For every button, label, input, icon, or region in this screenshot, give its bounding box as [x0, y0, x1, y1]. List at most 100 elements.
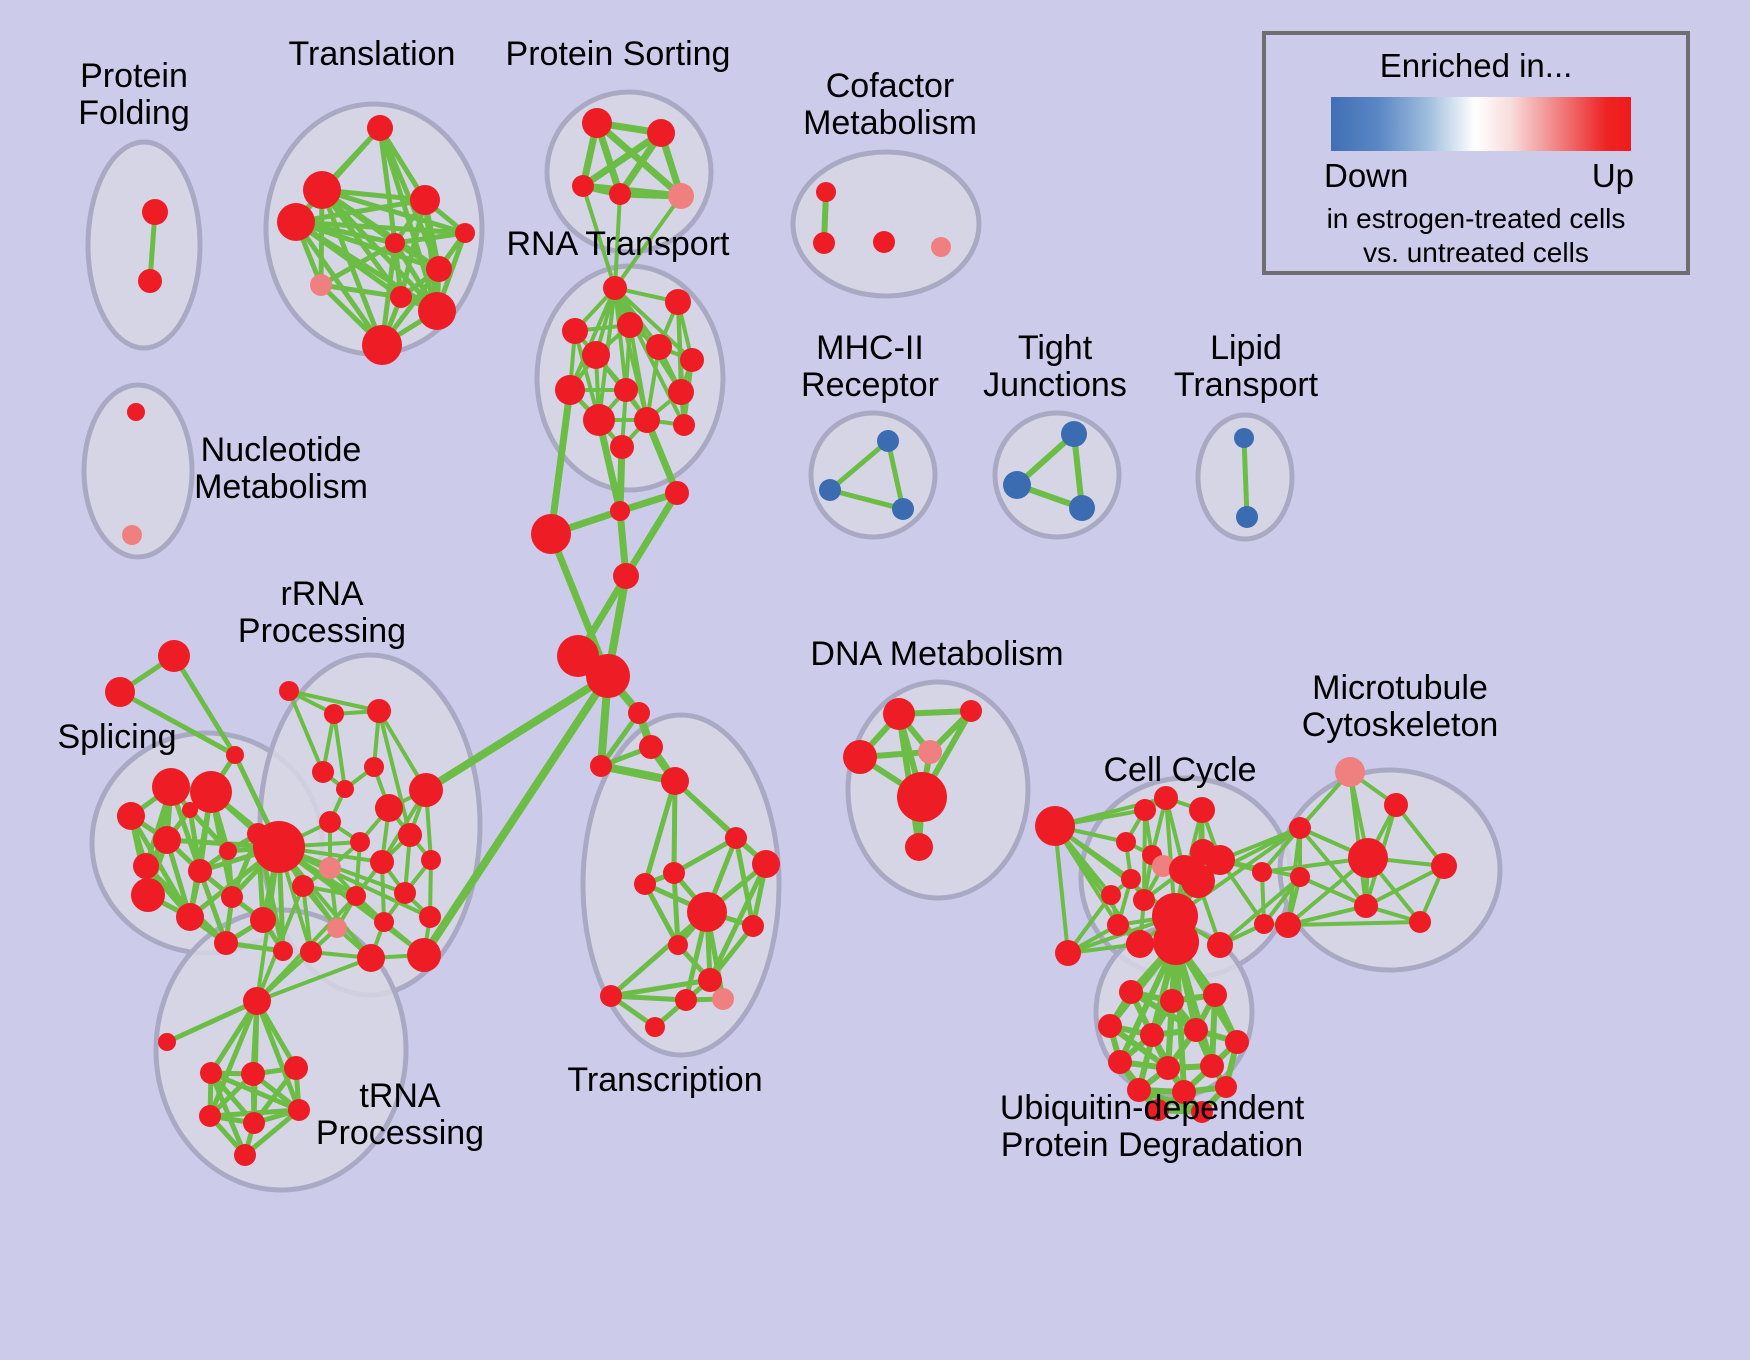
- network-node[interactable]: [742, 915, 764, 937]
- network-node[interactable]: [583, 404, 615, 436]
- network-node[interactable]: [1431, 853, 1457, 879]
- network-node[interactable]: [1154, 786, 1178, 810]
- network-node[interactable]: [310, 274, 332, 296]
- network-node[interactable]: [1003, 471, 1031, 499]
- network-node[interactable]: [673, 414, 695, 436]
- network-node[interactable]: [153, 826, 181, 854]
- network-node[interactable]: [752, 850, 780, 878]
- network-node[interactable]: [668, 379, 694, 405]
- network-node[interactable]: [219, 842, 237, 860]
- network-node[interactable]: [1335, 757, 1365, 787]
- network-node[interactable]: [1289, 817, 1311, 839]
- network-node[interactable]: [199, 1105, 221, 1127]
- network-node[interactable]: [158, 640, 190, 672]
- network-node[interactable]: [152, 768, 190, 806]
- network-node[interactable]: [555, 375, 585, 405]
- network-node[interactable]: [1119, 980, 1143, 1004]
- network-node[interactable]: [712, 988, 734, 1010]
- network-node[interactable]: [1121, 869, 1141, 889]
- network-node[interactable]: [284, 1056, 308, 1080]
- network-node[interactable]: [663, 862, 685, 884]
- network-node[interactable]: [680, 348, 704, 372]
- network-node[interactable]: [725, 827, 747, 849]
- network-node[interactable]: [409, 773, 443, 807]
- network-node[interactable]: [122, 525, 142, 545]
- network-node[interactable]: [647, 119, 675, 147]
- network-node[interactable]: [142, 199, 168, 225]
- network-node[interactable]: [1384, 793, 1408, 817]
- network-node[interactable]: [628, 702, 650, 724]
- network-node[interactable]: [455, 223, 475, 243]
- network-node[interactable]: [226, 746, 244, 764]
- network-node[interactable]: [312, 761, 334, 783]
- network-node[interactable]: [1153, 919, 1199, 965]
- network-node[interactable]: [190, 771, 232, 813]
- network-node[interactable]: [1236, 506, 1258, 528]
- network-node[interactable]: [303, 171, 341, 209]
- network-node[interactable]: [582, 341, 610, 369]
- network-node[interactable]: [960, 700, 982, 722]
- network-node[interactable]: [319, 857, 341, 879]
- network-node[interactable]: [1189, 797, 1215, 823]
- network-node[interactable]: [1156, 1056, 1180, 1080]
- network-node[interactable]: [918, 740, 942, 764]
- network-node[interactable]: [897, 772, 947, 822]
- network-node[interactable]: [426, 256, 452, 282]
- network-node[interactable]: [385, 233, 405, 253]
- network-node[interactable]: [362, 325, 402, 365]
- network-node[interactable]: [182, 802, 198, 818]
- network-node[interactable]: [610, 435, 634, 459]
- network-node[interactable]: [1160, 989, 1184, 1013]
- network-node[interactable]: [646, 334, 672, 360]
- network-node[interactable]: [243, 987, 271, 1015]
- network-node[interactable]: [668, 183, 694, 209]
- network-node[interactable]: [1184, 1018, 1208, 1042]
- network-node[interactable]: [1172, 1080, 1196, 1104]
- network-node[interactable]: [816, 182, 836, 202]
- network-node[interactable]: [843, 740, 877, 774]
- network-node[interactable]: [614, 378, 638, 402]
- network-node[interactable]: [1152, 855, 1174, 877]
- network-node[interactable]: [1225, 1030, 1249, 1054]
- network-node[interactable]: [600, 985, 622, 1007]
- network-node[interactable]: [665, 481, 689, 505]
- network-node[interactable]: [133, 853, 159, 879]
- network-node[interactable]: [374, 912, 394, 932]
- network-node[interactable]: [200, 1062, 222, 1084]
- network-node[interactable]: [390, 286, 412, 308]
- network-node[interactable]: [687, 892, 727, 932]
- network-node[interactable]: [127, 403, 145, 421]
- network-node[interactable]: [1254, 914, 1274, 934]
- network-node[interactable]: [421, 850, 441, 870]
- network-node[interactable]: [819, 479, 841, 501]
- network-node[interactable]: [634, 407, 660, 433]
- network-node[interactable]: [1147, 1099, 1169, 1121]
- network-node[interactable]: [407, 938, 441, 972]
- network-node[interactable]: [572, 175, 594, 197]
- network-node[interactable]: [1035, 806, 1075, 846]
- network-node[interactable]: [1055, 940, 1081, 966]
- network-node[interactable]: [586, 654, 630, 698]
- network-node[interactable]: [241, 1062, 265, 1086]
- network-node[interactable]: [590, 755, 612, 777]
- network-node[interactable]: [357, 944, 385, 972]
- network-node[interactable]: [1290, 867, 1310, 887]
- network-node[interactable]: [176, 903, 204, 931]
- network-node[interactable]: [1134, 799, 1156, 821]
- network-node[interactable]: [883, 698, 915, 730]
- network-node[interactable]: [367, 699, 391, 723]
- network-node[interactable]: [613, 563, 639, 589]
- network-node[interactable]: [350, 832, 370, 852]
- network-node[interactable]: [300, 941, 322, 963]
- network-node[interactable]: [370, 850, 394, 874]
- network-node[interactable]: [234, 1144, 256, 1166]
- network-node[interactable]: [639, 735, 663, 759]
- network-node[interactable]: [1275, 912, 1301, 938]
- network-node[interactable]: [665, 289, 691, 315]
- network-node[interactable]: [319, 811, 341, 833]
- network-node[interactable]: [250, 907, 276, 933]
- network-node[interactable]: [813, 232, 835, 254]
- network-node[interactable]: [243, 1112, 265, 1134]
- network-node[interactable]: [1133, 889, 1155, 911]
- network-node[interactable]: [131, 878, 165, 912]
